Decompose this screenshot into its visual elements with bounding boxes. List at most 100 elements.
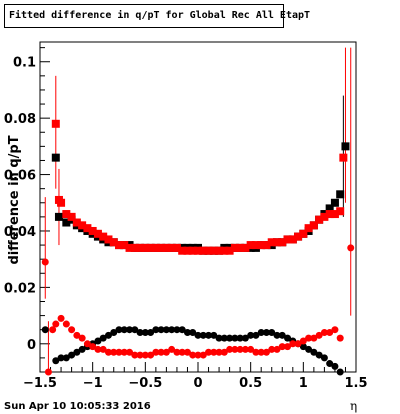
- chart-title-box: Fitted difference in q/pT for Global Rec…: [4, 4, 310, 28]
- data-point-square: [62, 210, 71, 219]
- data-point-square: [51, 153, 60, 162]
- data-point-square: [294, 232, 303, 241]
- data-point-circle: [78, 345, 86, 353]
- data-point-square: [146, 243, 155, 252]
- data-point-circle: [115, 326, 123, 334]
- data-point-circle: [44, 368, 52, 376]
- data-point-square: [104, 235, 113, 244]
- data-point-circle: [168, 326, 176, 334]
- data-point-circle: [141, 351, 149, 359]
- data-point-circle: [326, 360, 334, 368]
- data-point-circle: [152, 326, 160, 334]
- data-point-square: [320, 212, 329, 221]
- data-point-circle: [162, 326, 170, 334]
- data-point-circle: [205, 331, 213, 339]
- data-point-square: [136, 243, 145, 252]
- data-point-circle: [273, 331, 281, 339]
- data-point-circle: [89, 343, 97, 351]
- data-point-square: [341, 142, 350, 151]
- data-point-square: [330, 210, 339, 219]
- data-point-square: [109, 238, 118, 247]
- data-point-circle: [331, 326, 339, 334]
- y-tick-label: 0.1: [13, 56, 36, 71]
- data-point-circle: [62, 354, 70, 362]
- x-tick-label: 0: [193, 376, 202, 391]
- y-tick-label: 0.04: [4, 225, 36, 240]
- data-point-square: [178, 246, 187, 255]
- data-point-square: [299, 229, 308, 238]
- data-point-square: [151, 243, 160, 252]
- data-point-circle: [189, 351, 197, 359]
- data-point-circle: [336, 334, 344, 342]
- data-point-square: [62, 218, 71, 227]
- data-point-square: [339, 153, 348, 162]
- data-point-circle: [236, 345, 244, 353]
- data-point-square: [246, 241, 255, 250]
- data-point-circle: [126, 348, 134, 356]
- data-point-circle: [231, 345, 239, 353]
- data-point-circle: [247, 331, 255, 339]
- data-point-circle: [310, 334, 318, 342]
- data-point-square: [251, 241, 260, 250]
- data-point-circle: [83, 340, 91, 348]
- data-point-circle: [294, 340, 302, 348]
- data-point-circle: [99, 334, 107, 342]
- data-point-circle: [236, 334, 244, 342]
- data-point-square: [188, 246, 197, 255]
- data-point-circle: [78, 334, 86, 342]
- data-point-circle: [41, 258, 49, 266]
- x-axis-label: η: [350, 399, 358, 413]
- data-point-circle: [199, 351, 207, 359]
- data-point-circle: [257, 348, 265, 356]
- x-tick-label: 1: [299, 376, 308, 391]
- data-point-circle: [278, 331, 286, 339]
- data-point-circle: [126, 326, 134, 334]
- data-point-square: [199, 246, 208, 255]
- data-point-circle: [136, 329, 144, 337]
- data-point-square: [215, 246, 224, 255]
- y-axis-label: difference in q/pT: [7, 135, 22, 264]
- chart-title: Fitted difference in q/pT for Global Rec…: [9, 10, 311, 21]
- data-point-circle: [226, 334, 234, 342]
- data-point-circle: [315, 331, 323, 339]
- data-point-circle: [73, 331, 81, 339]
- data-point-circle: [305, 345, 313, 353]
- data-point-circle: [162, 348, 170, 356]
- data-point-circle: [52, 357, 60, 365]
- data-point-square: [241, 243, 250, 252]
- y-tick-label: 0.06: [4, 169, 36, 184]
- data-point-square: [283, 235, 292, 244]
- data-point-square: [83, 224, 92, 233]
- data-point-circle: [284, 343, 292, 351]
- data-point-square: [167, 243, 176, 252]
- data-point-square: [172, 243, 181, 252]
- data-point-circle: [152, 348, 160, 356]
- data-point-circle: [210, 348, 218, 356]
- data-point-square: [183, 246, 192, 255]
- data-point-square: [309, 221, 318, 230]
- data-point-circle: [247, 345, 255, 353]
- data-point-square: [325, 204, 334, 213]
- data-point-circle: [178, 326, 186, 334]
- data-point-circle: [94, 337, 102, 345]
- data-point-circle: [157, 326, 165, 334]
- data-point-square: [141, 243, 150, 252]
- data-point-square: [336, 207, 345, 216]
- data-point-circle: [68, 351, 76, 359]
- data-point-square: [57, 198, 66, 207]
- data-point-circle: [241, 345, 249, 353]
- data-point-square: [225, 246, 234, 255]
- data-point-circle: [262, 329, 270, 337]
- data-point-circle: [120, 326, 128, 334]
- data-point-square: [157, 243, 166, 252]
- data-point-square: [325, 210, 334, 219]
- data-point-circle: [205, 348, 213, 356]
- data-point-circle: [215, 348, 223, 356]
- data-point-square: [54, 212, 63, 221]
- x-tick-label: −1: [83, 376, 103, 391]
- data-point-circle: [183, 329, 191, 337]
- data-point-circle: [57, 314, 65, 322]
- data-point-square: [236, 243, 245, 252]
- data-point-circle: [49, 326, 57, 334]
